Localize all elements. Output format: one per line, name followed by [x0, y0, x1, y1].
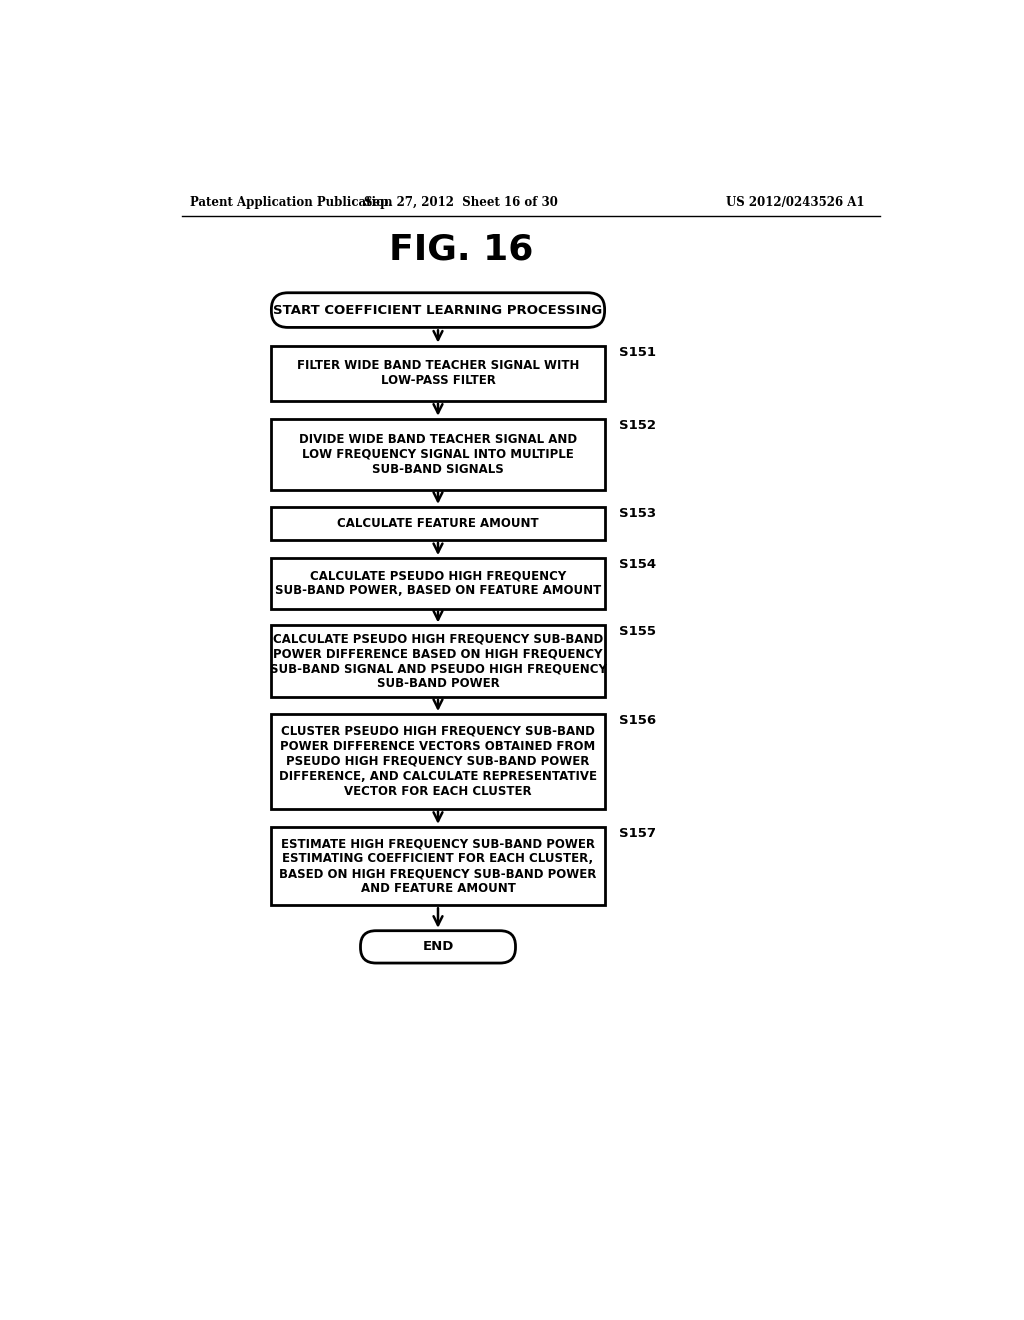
Text: DIVIDE WIDE BAND TEACHER SIGNAL AND
LOW FREQUENCY SIGNAL INTO MULTIPLE
SUB-BAND : DIVIDE WIDE BAND TEACHER SIGNAL AND LOW … [299, 433, 578, 475]
Text: END: END [422, 940, 454, 953]
Text: Sep. 27, 2012  Sheet 16 of 30: Sep. 27, 2012 Sheet 16 of 30 [365, 195, 558, 209]
Text: S156: S156 [618, 714, 655, 727]
FancyBboxPatch shape [271, 826, 604, 906]
Text: S153: S153 [618, 507, 655, 520]
Text: S154: S154 [618, 558, 655, 572]
FancyBboxPatch shape [271, 558, 604, 609]
Text: S151: S151 [618, 346, 655, 359]
Text: US 2012/0243526 A1: US 2012/0243526 A1 [726, 195, 864, 209]
Text: START COEFFICIENT LEARNING PROCESSING: START COEFFICIENT LEARNING PROCESSING [273, 304, 603, 317]
Text: S157: S157 [618, 826, 655, 840]
Text: FILTER WIDE BAND TEACHER SIGNAL WITH
LOW-PASS FILTER: FILTER WIDE BAND TEACHER SIGNAL WITH LOW… [297, 359, 580, 387]
Text: CALCULATE PSEUDO HIGH FREQUENCY
SUB-BAND POWER, BASED ON FEATURE AMOUNT: CALCULATE PSEUDO HIGH FREQUENCY SUB-BAND… [274, 569, 601, 598]
Text: CALCULATE PSEUDO HIGH FREQUENCY SUB-BAND
POWER DIFFERENCE BASED ON HIGH FREQUENC: CALCULATE PSEUDO HIGH FREQUENCY SUB-BAND… [269, 632, 606, 690]
FancyBboxPatch shape [360, 931, 515, 964]
FancyBboxPatch shape [271, 346, 604, 401]
FancyBboxPatch shape [271, 714, 604, 809]
Text: CLUSTER PSEUDO HIGH FREQUENCY SUB-BAND
POWER DIFFERENCE VECTORS OBTAINED FROM
PS: CLUSTER PSEUDO HIGH FREQUENCY SUB-BAND P… [279, 725, 597, 797]
Text: FIG. 16: FIG. 16 [389, 232, 534, 267]
FancyBboxPatch shape [271, 626, 604, 697]
FancyBboxPatch shape [271, 507, 604, 540]
Text: S155: S155 [618, 626, 655, 639]
Text: Patent Application Publication: Patent Application Publication [190, 195, 392, 209]
Text: CALCULATE FEATURE AMOUNT: CALCULATE FEATURE AMOUNT [337, 517, 539, 529]
Text: ESTIMATE HIGH FREQUENCY SUB-BAND POWER
ESTIMATING COEFFICIENT FOR EACH CLUSTER,
: ESTIMATE HIGH FREQUENCY SUB-BAND POWER E… [280, 837, 597, 895]
FancyBboxPatch shape [271, 418, 604, 490]
FancyBboxPatch shape [271, 293, 604, 327]
Text: S152: S152 [618, 418, 655, 432]
